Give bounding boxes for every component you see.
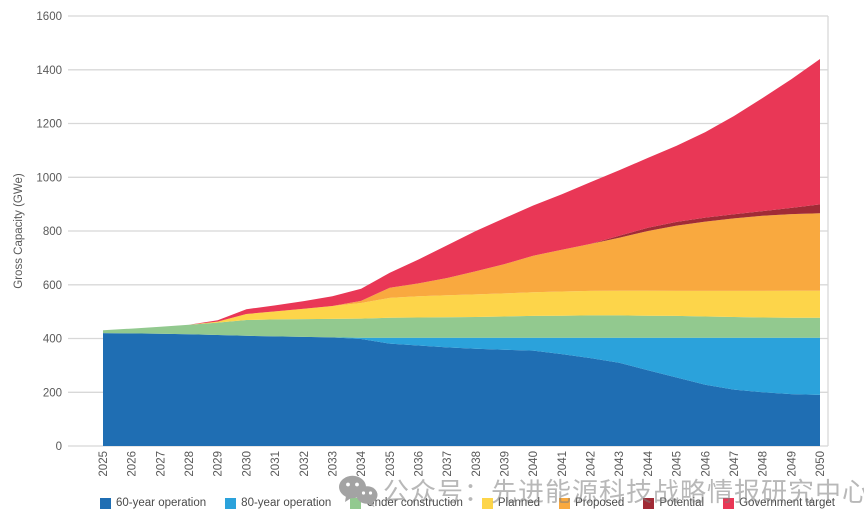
x-tick-label: 2042 xyxy=(586,451,598,477)
area-band-proposed xyxy=(103,213,820,331)
area-band-potential xyxy=(103,204,820,331)
area-band-60-year-operation xyxy=(103,333,820,446)
legend-item-potential: Potential xyxy=(643,497,704,509)
chart-legend: 60-year operation 80-year operation Unde… xyxy=(95,497,840,509)
legend-label: Government target xyxy=(739,497,835,509)
x-tick-label: 2040 xyxy=(528,451,540,477)
x-tick-label: 2030 xyxy=(241,451,253,477)
x-tick-label: 2043 xyxy=(614,451,626,477)
x-tick-label: 2027 xyxy=(155,451,167,477)
x-tick-label: 2034 xyxy=(356,450,368,476)
x-tick-label: 2028 xyxy=(184,451,196,477)
x-tick-label: 2041 xyxy=(557,451,569,477)
legend-item-60-year-operation: 60-year operation xyxy=(100,497,206,509)
y-tick-label: 1400 xyxy=(36,65,62,77)
legend-swatch-under-construction xyxy=(350,497,362,509)
x-tick-label: 2036 xyxy=(414,451,426,477)
legend-swatch-potential xyxy=(643,497,655,509)
legend-item-planned: Planned xyxy=(481,497,541,509)
x-tick-label: 2048 xyxy=(758,451,770,477)
x-tick-label: 2046 xyxy=(700,451,712,477)
x-tick-label: 2031 xyxy=(270,451,282,477)
x-tick-label: 2045 xyxy=(672,451,684,477)
legend-label: 80-year operation xyxy=(241,497,332,509)
legend-swatch-government-target xyxy=(723,497,735,509)
y-tick-label: 800 xyxy=(43,226,62,238)
legend-item-under-construction: Under construction xyxy=(350,497,463,509)
x-tick-label: 2026 xyxy=(127,451,139,477)
legend-label: Potential xyxy=(659,497,705,509)
x-tick-label: 2025 xyxy=(98,451,110,477)
y-tick-label: 600 xyxy=(43,280,62,292)
area-band-government-target xyxy=(103,59,820,331)
area-band-under-construction xyxy=(103,315,820,338)
legend-item-government-target: Government target xyxy=(723,497,835,509)
area-band-80-year-operation xyxy=(103,333,820,395)
y-tick-label: 0 xyxy=(56,441,62,453)
y-tick-label: 1600 xyxy=(36,11,62,23)
legend-item-proposed: Proposed xyxy=(559,497,624,509)
y-tick-label: 200 xyxy=(43,387,62,399)
x-tick-label: 2039 xyxy=(500,451,512,477)
legend-label: 60-year operation xyxy=(116,497,207,509)
x-tick-label: 2035 xyxy=(385,451,397,477)
x-tick-label: 2050 xyxy=(815,451,827,477)
x-tick-label: 2047 xyxy=(729,451,741,477)
legend-label: Under construction xyxy=(366,497,463,509)
y-tick-label: 1000 xyxy=(36,172,62,184)
area-band-planned xyxy=(103,290,820,331)
legend-swatch-proposed xyxy=(559,497,571,509)
x-tick-label: 2032 xyxy=(299,451,311,477)
legend-swatch-60-year-operation xyxy=(100,497,112,509)
y-tick-label: 1200 xyxy=(36,119,62,131)
x-tick-label: 2033 xyxy=(327,451,339,477)
legend-label: Planned xyxy=(497,497,541,509)
legend-label: Proposed xyxy=(575,497,625,509)
x-tick-label: 2029 xyxy=(213,451,225,477)
y-axis-title: Gross Capacity (GWe) xyxy=(13,173,25,289)
y-tick-label: 400 xyxy=(43,334,62,346)
legend-swatch-80-year-operation xyxy=(225,497,237,509)
x-tick-label: 2038 xyxy=(471,451,483,477)
x-tick-label: 2037 xyxy=(442,451,454,477)
x-tick-label: 2049 xyxy=(786,451,798,477)
x-tick-label: 2044 xyxy=(643,450,655,476)
legend-item-80-year-operation: 80-year operation xyxy=(225,497,331,509)
legend-swatch-planned xyxy=(481,497,493,509)
